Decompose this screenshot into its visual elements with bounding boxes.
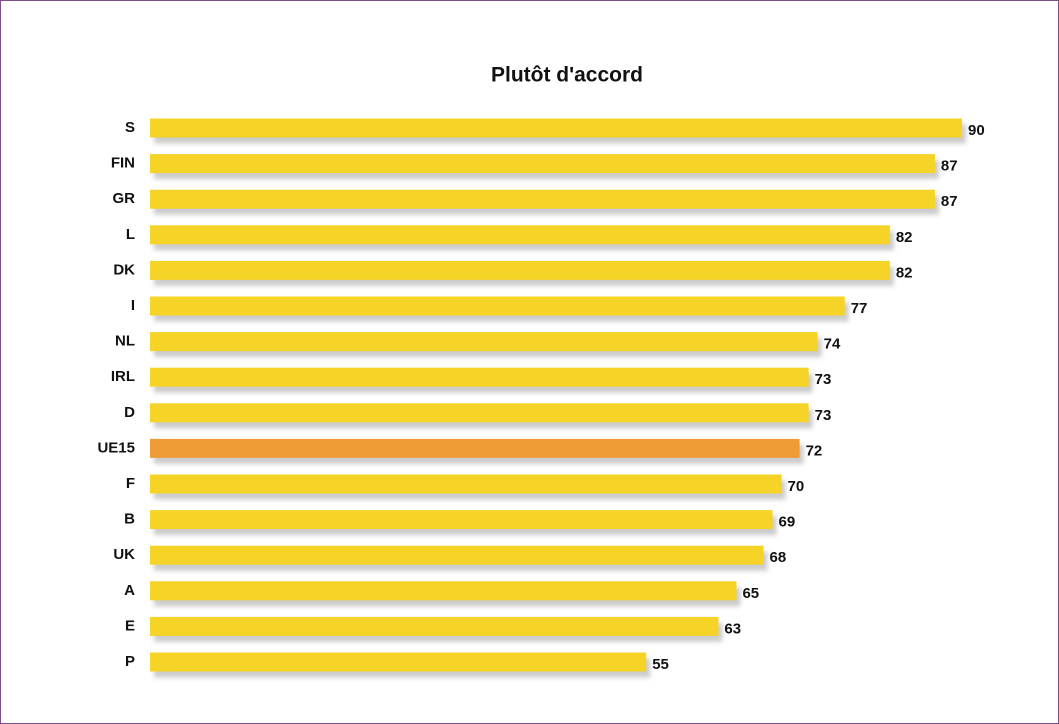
category-label: P <box>125 653 135 670</box>
bar <box>150 367 809 387</box>
value-label: 69 <box>779 514 796 531</box>
value-label: 73 <box>815 407 832 424</box>
category-label: S <box>125 119 135 136</box>
value-label: 87 <box>941 158 958 175</box>
bar <box>150 154 935 174</box>
category-label: UK <box>113 546 135 563</box>
category-label: L <box>126 226 135 243</box>
category-label: GR <box>113 190 136 207</box>
category-label: D <box>124 404 135 421</box>
bar <box>150 581 737 601</box>
category-label: I <box>131 297 135 314</box>
value-label: 77 <box>851 300 868 317</box>
bar <box>150 189 935 209</box>
bar <box>150 474 782 494</box>
category-label: NL <box>115 333 135 350</box>
category-label: FIN <box>111 155 135 172</box>
category-label: A <box>124 582 135 599</box>
value-label: 90 <box>968 122 985 139</box>
bar <box>150 403 809 423</box>
category-label: B <box>124 511 135 528</box>
bar <box>150 260 890 280</box>
category-label: UE15 <box>97 439 135 456</box>
bar <box>150 296 845 316</box>
category-label: IRL <box>111 368 135 385</box>
value-label: 63 <box>724 620 741 637</box>
bar <box>150 545 764 565</box>
bar <box>150 118 962 138</box>
value-label: 68 <box>770 549 787 566</box>
value-label: 87 <box>941 193 958 210</box>
value-label: 72 <box>806 442 823 459</box>
bar <box>150 225 890 245</box>
value-label: 73 <box>815 371 832 388</box>
value-label: 82 <box>896 264 913 281</box>
category-label: E <box>125 617 135 634</box>
value-label: 82 <box>896 229 913 246</box>
bar <box>150 332 818 352</box>
category-label: DK <box>113 261 135 278</box>
value-label: 65 <box>742 585 759 602</box>
bar <box>150 652 647 672</box>
chart-title: Plutôt d'accord <box>491 64 643 87</box>
category-label: F <box>126 475 135 492</box>
bar <box>150 616 719 636</box>
value-label: 74 <box>824 336 841 353</box>
value-label: 70 <box>788 478 805 495</box>
bar <box>150 510 773 530</box>
bar <box>150 438 800 458</box>
value-label: 55 <box>652 656 669 673</box>
